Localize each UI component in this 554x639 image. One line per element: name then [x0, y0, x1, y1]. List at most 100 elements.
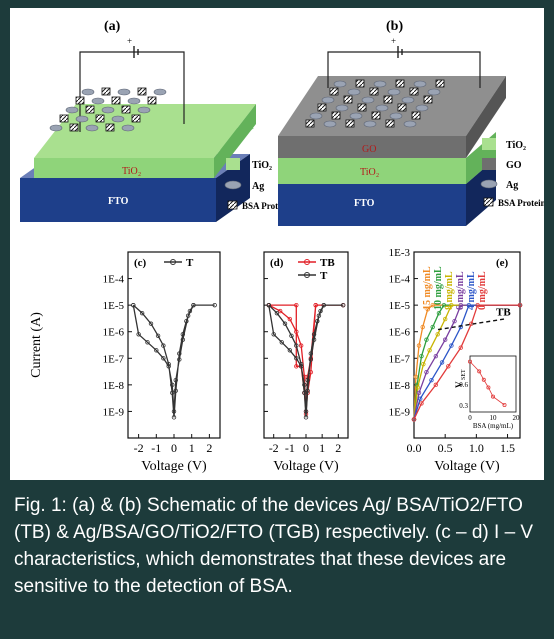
chart-c: 1E-4 1E-5 1E-6 1E-7 1E-8 1E-9 -2 -1 0 1 2 Voltage (… [29, 251, 221, 474]
bsa-protein-marker [383, 95, 393, 104]
bsa-protein-marker [85, 105, 95, 114]
y-tick-label-c: 1E-4 [103, 274, 125, 286]
bsa-protein-marker [369, 87, 379, 96]
legend-a-tio2-label: TiO₂ [252, 160, 272, 171]
legend-marker-d [304, 272, 310, 278]
series-point-c-0 [166, 364, 171, 369]
bsa-protein-marker [317, 103, 327, 112]
series-point-c-0 [161, 343, 166, 348]
y-tick-label-c: 1E-6 [103, 327, 125, 339]
series-point-d-1 [279, 340, 284, 345]
series-point-e-2 [415, 385, 420, 390]
fto-front-face-a [20, 178, 216, 222]
ag-electrode [427, 88, 441, 96]
series-point-e-0 [420, 324, 425, 330]
legend-label-d: TB [320, 257, 335, 269]
legend-a: TiO₂ Ag BSA Protein [224, 158, 290, 211]
layer-label-b-go: GO [362, 144, 376, 155]
series-point-e-1 [430, 324, 435, 330]
series-line-e-0 [413, 304, 520, 420]
ag-electrode [309, 112, 323, 120]
layer-label-a-fto: FTO [108, 196, 129, 207]
series-point-e-5 [446, 364, 451, 369]
legend-a-bsa-label: BSA Protein [242, 201, 290, 211]
series-point-e-5 [458, 345, 463, 350]
layer-label-a-tio2: TiO₂ [122, 166, 141, 177]
series-point-d-1 [311, 332, 317, 337]
legend-label-e: 6 mg/mL [455, 271, 466, 310]
ag-electrode [49, 124, 63, 132]
bsa-protein-marker [343, 95, 353, 104]
x-tick-label-c: 1 [189, 441, 195, 455]
inset-x-tick-label: 10 [490, 414, 498, 422]
legend-a-ag-swatch [224, 180, 242, 190]
ag-electrode [137, 106, 151, 114]
y-tick-label-e: 1E-6 [389, 327, 411, 339]
series-point-d-0 [277, 308, 283, 314]
series-point-d-1 [282, 321, 288, 326]
x-tick-label-e: 0.5 [438, 441, 453, 455]
series-point-c-0 [187, 308, 193, 314]
series-point-e-5 [419, 401, 424, 406]
series-point-c-0 [155, 333, 161, 339]
tio2-front-b [278, 158, 466, 184]
legend-label-e: 10 mg/mL [433, 266, 444, 310]
bsa-protein-marker [397, 103, 407, 112]
legend-b: TiO₂ GO Ag BSA Protein [480, 138, 546, 208]
battery-b-plus: + [391, 36, 396, 46]
series-point-e-3 [424, 369, 429, 375]
series-point-d-1 [298, 364, 304, 369]
series-point-c-0 [185, 313, 191, 318]
series-point-e-3 [458, 302, 463, 308]
series-point-e-0 [416, 343, 422, 348]
bsa-protein-marker [105, 123, 115, 132]
series-point-d-1 [305, 377, 310, 383]
series-point-c-0 [191, 302, 196, 308]
legend-label-c: T [186, 257, 194, 269]
series-point-e-4 [429, 377, 434, 383]
series-point-c-0 [145, 340, 150, 345]
series-point-c-0 [170, 390, 175, 396]
y-tick-label-c: 1E-7 [103, 353, 125, 365]
panel-label-b: (b) [386, 19, 403, 34]
legend-a-bsa-swatch [227, 200, 238, 210]
series-point-e-3 [442, 337, 448, 342]
inset-frame-e [469, 355, 517, 413]
legend-b-tio2-label: TiO₂ [506, 140, 526, 151]
y-tick-label-e: 1E-7 [389, 353, 411, 365]
battery-a-plus: + [127, 36, 132, 46]
series-line-e-5 [413, 304, 520, 420]
series-point-d-1 [318, 308, 323, 314]
bsa-protein-marker [355, 79, 365, 88]
legend-b-ag-swatch [480, 179, 498, 189]
y-tick-label-e: 1E-3 [389, 247, 411, 259]
series-point-d-1 [315, 318, 320, 324]
series-point-d-1 [266, 302, 272, 308]
legend-marker-c [170, 259, 176, 265]
series-point-d-1 [303, 415, 309, 420]
legend-b-go-label: GO [506, 160, 522, 171]
x-tick-label-d: 1 [319, 441, 325, 455]
legend-marker-d [304, 259, 310, 265]
x-tick-label-c: -1 [151, 441, 161, 455]
panel-label-c: (c) [134, 257, 147, 269]
series-point-c-0 [171, 409, 177, 414]
go-side-b [466, 76, 506, 158]
series-point-d-1 [303, 409, 309, 414]
ag-electrode [81, 88, 95, 96]
ag-electrode [413, 80, 427, 88]
y-tick-label-e: 1E-5 [389, 300, 411, 312]
legend-label-e: 4 mg/mL [466, 271, 477, 310]
ag-electrode [389, 112, 403, 120]
series-point-e-5 [433, 382, 439, 388]
ag-electrode [121, 124, 135, 132]
series-point-e-3 [452, 318, 457, 324]
series-point-e-5 [411, 417, 417, 422]
bsa-protein-marker [345, 119, 355, 128]
bsa-protein-marker [357, 103, 367, 112]
bsa-protein-marker [131, 114, 141, 123]
inset-point-e [486, 385, 491, 390]
layer-label-b-tio2: TiO₂ [360, 167, 379, 178]
series-point-c-0 [170, 382, 175, 388]
